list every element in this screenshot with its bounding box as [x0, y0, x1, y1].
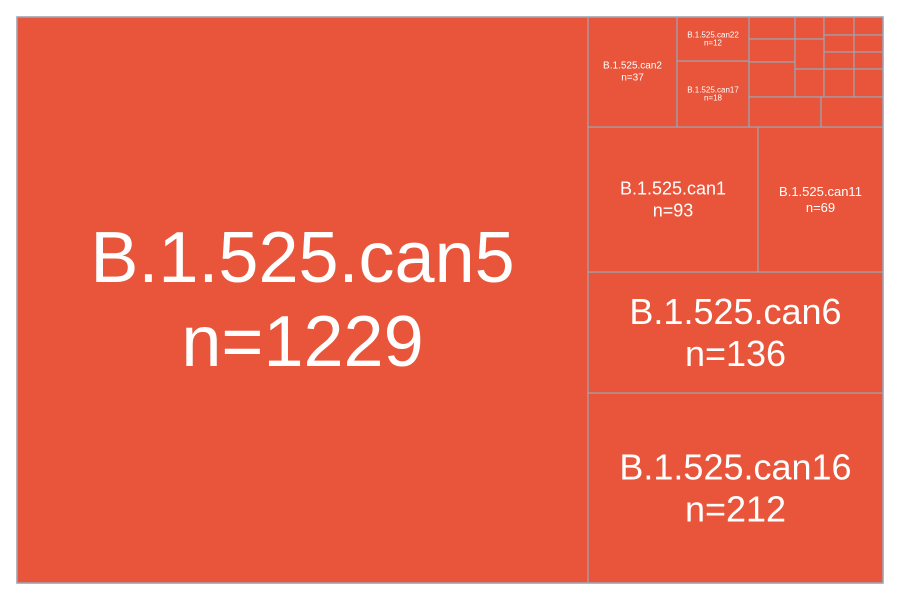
- treemap-cell-name: B.1.525.can2: [603, 61, 662, 72]
- treemap-cell-name: B.1.525.can17: [687, 86, 739, 95]
- treemap-cell-small: [820, 96, 884, 128]
- treemap-cell-name: B.1.525.can1: [620, 179, 726, 199]
- treemap-cell-name: B.1.525.can11: [779, 184, 862, 199]
- treemap-cell-count: n=212: [685, 489, 786, 530]
- treemap-cell-small: [794, 16, 825, 40]
- treemap-cell-rect: [587, 392, 884, 584]
- treemap-cell-rect: [587, 16, 678, 128]
- treemap-cell-small: [853, 16, 884, 36]
- treemap-cell-name: B.1.525.can6: [629, 291, 841, 332]
- treemap-cell-count: n=18: [704, 94, 723, 103]
- treemap-cell-small: [823, 16, 855, 36]
- treemap-cell-rect: [676, 60, 750, 128]
- treemap-cell-name: B.1.525.can22: [687, 31, 739, 40]
- treemap-cell-rect: [676, 16, 750, 62]
- treemap-cell-small: [823, 34, 855, 53]
- treemap-cell-small: [794, 68, 825, 98]
- treemap-cell-small: [748, 16, 796, 40]
- treemap-cell-rect: [587, 271, 884, 394]
- treemap-cell-small: [853, 68, 884, 98]
- treemap-cell-small: [748, 38, 796, 63]
- treemap-border: [16, 16, 884, 584]
- treemap-cell-count: n=37: [621, 73, 644, 84]
- treemap-cell-small: [748, 96, 822, 128]
- treemap-cell-small: [823, 51, 855, 70]
- treemap-cell-count: n=136: [685, 333, 786, 374]
- treemap-cell-small: [853, 51, 884, 70]
- treemap-cell-count: n=69: [806, 200, 835, 215]
- treemap-cell-small: [853, 34, 884, 53]
- treemap-cell-small: [794, 38, 825, 70]
- treemap-cell-rect: [16, 16, 589, 584]
- treemap-cell-count: n=12: [704, 39, 723, 48]
- treemap-cell-count: n=1229: [181, 302, 423, 382]
- treemap-cell-name: B.1.525.can16: [619, 447, 851, 488]
- treemap-cell-rect: [587, 126, 759, 273]
- treemap-cell-count: n=93: [653, 201, 694, 221]
- treemap-cell-name: B.1.525.can5: [90, 218, 514, 298]
- treemap-cell-small: [748, 61, 796, 98]
- treemap-cell-small: [823, 68, 855, 98]
